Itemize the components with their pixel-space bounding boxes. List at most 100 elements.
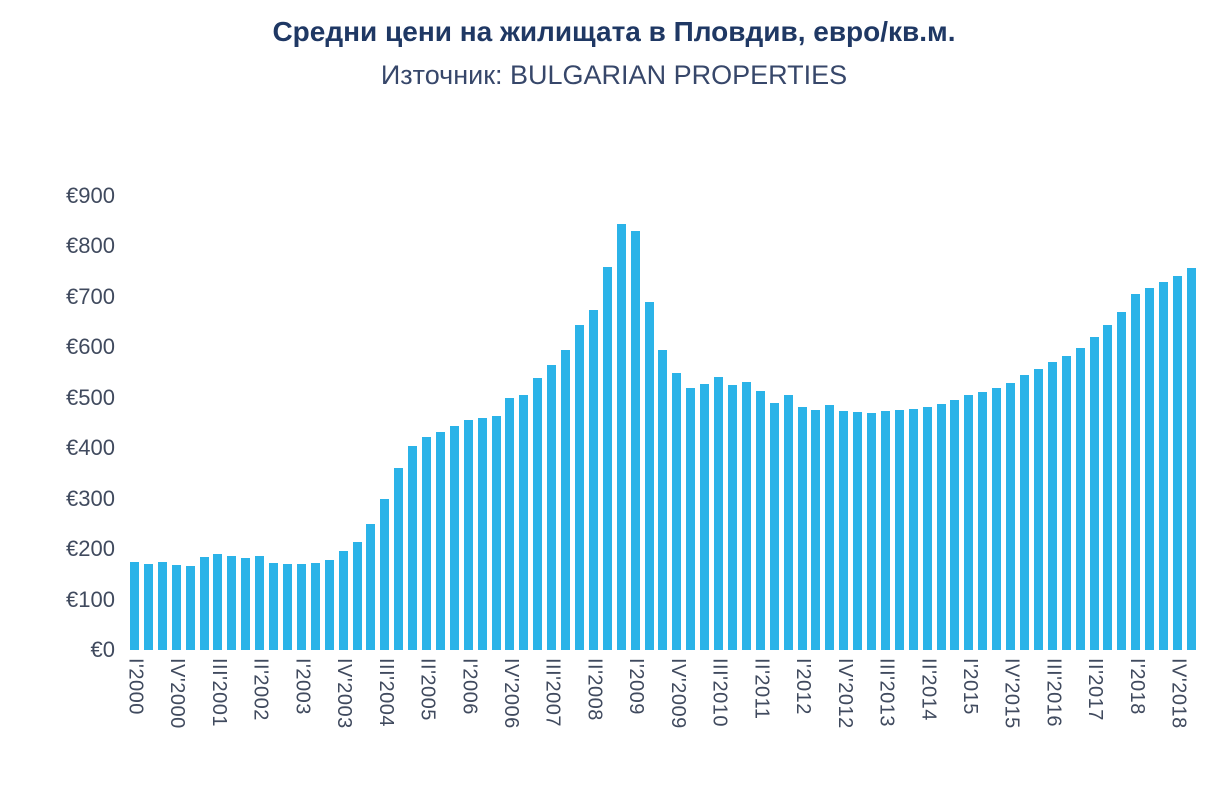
- x-tick-label-I'2009: I'2009: [625, 658, 648, 715]
- x-tick-label-III'2007: III'2007: [541, 658, 564, 727]
- bar-I'2011: [741, 382, 751, 650]
- x-tick-label-III'2001: III'2001: [207, 658, 230, 727]
- y-tick-label-800: €800: [66, 233, 115, 259]
- bar-IV'2018: [1172, 275, 1182, 650]
- bar-III'2012: [825, 405, 835, 650]
- bar-I'2005: [408, 445, 418, 650]
- bar-I'2003: [296, 564, 306, 650]
- y-tick-label-100: €100: [66, 586, 115, 612]
- x-tick-label-I'2000: I'2000: [124, 658, 147, 715]
- bar-III'2005: [435, 432, 445, 650]
- bar-III'2000: [157, 562, 167, 650]
- bar-III'2009: [658, 349, 668, 650]
- y-tick-label-0: €0: [90, 637, 115, 662]
- x-tick-label-I'2015: I'2015: [958, 658, 981, 715]
- bar-IV'2005: [449, 425, 459, 650]
- x-tick-label-III'2013: III'2013: [875, 658, 898, 727]
- bar-III'2017: [1103, 324, 1113, 650]
- bar-IV'2011: [783, 395, 793, 650]
- y-tick-label-200: €200: [66, 536, 115, 562]
- chart-title: Средни цени на жилищата в Пловдив, евро/…: [272, 16, 956, 47]
- bar-I'2014: [908, 408, 918, 650]
- x-tick-label-II'2017: II'2017: [1084, 658, 1107, 721]
- y-tick-label-500: €500: [66, 384, 115, 410]
- bar-IV'2017: [1117, 312, 1127, 650]
- bar-IV'2001: [227, 555, 237, 650]
- bar-III'2013: [880, 411, 890, 650]
- x-tick-label-I'2018: I'2018: [1125, 658, 1148, 715]
- x-tick-label-IV'2003: IV'2003: [333, 658, 356, 729]
- chart-subtitle: Източник: BULGARIAN PROPERTIES: [380, 60, 848, 90]
- bar-III'2003: [324, 560, 334, 650]
- bar-I'2010: [686, 387, 696, 650]
- bar-II'2003: [310, 562, 320, 650]
- bar-series: [130, 196, 1196, 650]
- bar-I'2001: [185, 566, 195, 650]
- x-tick-label-II'2002: II'2002: [249, 658, 272, 721]
- bar-II'2004: [366, 523, 376, 650]
- bar-I'2015: [964, 395, 974, 650]
- x-tick-label-IV'2006: IV'2006: [500, 658, 522, 729]
- bar-I'2002: [241, 557, 251, 650]
- bar-II'2005: [422, 437, 432, 650]
- x-tick-label-III'2010: III'2010: [708, 658, 731, 727]
- y-tick-label-600: €600: [66, 334, 115, 360]
- bar-I'2018: [1131, 294, 1141, 650]
- y-tick-label-700: €700: [66, 283, 115, 309]
- bar-II'2010: [700, 383, 710, 650]
- bar-II'2007: [533, 377, 543, 650]
- bar-I'2006: [463, 419, 473, 650]
- x-tick-label-IV'2012: IV'2012: [833, 658, 856, 729]
- bar-I'2008: [575, 324, 584, 650]
- bar-II'2018: [1145, 287, 1155, 650]
- bar-III'2008: [602, 266, 612, 650]
- bar-III'2010: [714, 377, 724, 650]
- bar-IV'2012: [839, 410, 849, 650]
- bar-I'2012: [797, 407, 807, 650]
- y-tick-label-300: €300: [66, 485, 115, 511]
- bar-II'2008: [588, 309, 598, 650]
- x-tick-label-II'2008: II'2008: [583, 658, 606, 721]
- bar-II'2016: [1033, 369, 1043, 650]
- plot-area: [130, 196, 1196, 650]
- x-tick-label-II'2005: II'2005: [416, 658, 439, 721]
- x-tick-label-II'2014: II'2014: [917, 658, 940, 721]
- y-tick-label-400: €400: [66, 435, 115, 461]
- bar-I'2000: [130, 561, 139, 650]
- bar-IV'2014: [950, 400, 960, 650]
- y-tick-label-900: €900: [66, 183, 115, 208]
- x-tick-label-IV'2009: IV'2009: [666, 658, 689, 729]
- bar-II'2017: [1089, 337, 1099, 650]
- x-tick-label-III'2016: III'2016: [1042, 658, 1065, 727]
- bar-I'2007: [519, 395, 529, 650]
- bar-III'2018: [1159, 281, 1169, 650]
- x-tick-label-IV'2015: IV'2015: [1000, 658, 1023, 729]
- bar-IV'2009: [672, 372, 682, 650]
- bar-III'2004: [380, 498, 390, 650]
- x-tick-label-II'2011: II'2011: [750, 658, 773, 720]
- x-tick-label-I'2003: I'2003: [291, 658, 314, 715]
- bar-IV'2013: [894, 410, 904, 650]
- bar-IV'2002: [282, 564, 292, 650]
- bar-III'2006: [491, 415, 501, 650]
- bar-III'2001: [213, 554, 223, 650]
- bar-III'2016: [1047, 362, 1057, 650]
- bar-II'2000: [143, 563, 153, 650]
- bar-III'2011: [769, 402, 779, 650]
- bar-I'2004: [352, 541, 362, 650]
- bar-I'2016: [1020, 375, 1029, 650]
- bar-II'2015: [978, 391, 988, 650]
- bar-I'2019: [1186, 267, 1196, 650]
- bar-II'2012: [811, 410, 821, 650]
- bar-IV'2008: [616, 223, 626, 650]
- bar-II'2011: [755, 390, 765, 650]
- bar-IV'2000: [171, 565, 181, 650]
- bar-I'2013: [853, 412, 863, 650]
- x-tick-label-III'2004: III'2004: [374, 658, 397, 727]
- bar-II'2009: [644, 301, 654, 650]
- bar-III'2002: [269, 563, 279, 650]
- bar-II'2013: [867, 412, 877, 650]
- bar-IV'2004: [394, 468, 404, 650]
- bar-IV'2006: [505, 397, 515, 650]
- bar-II'2002: [255, 556, 265, 650]
